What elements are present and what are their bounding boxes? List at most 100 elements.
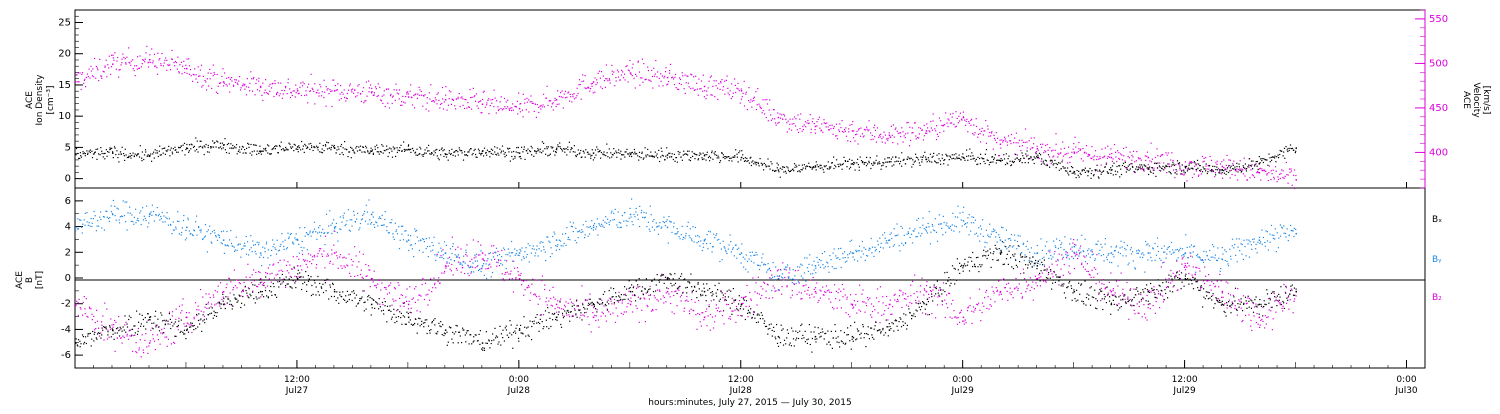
- bz-anchor-point: [1259, 317, 1261, 319]
- velocity-point: [1114, 144, 1115, 145]
- bz-point: [214, 304, 215, 305]
- velocity-point: [1204, 158, 1205, 159]
- ion-density-point: [496, 154, 497, 155]
- ion-density-point: [1127, 169, 1128, 170]
- velocity-point: [1002, 141, 1003, 142]
- bz-point: [389, 285, 390, 286]
- velocity-point: [1179, 166, 1180, 167]
- bz-point: [557, 300, 558, 301]
- bz-point: [241, 291, 242, 292]
- ion-density-point: [310, 143, 311, 144]
- velocity-point: [1080, 150, 1081, 151]
- ion-density-point: [163, 153, 164, 154]
- top-right-label-line1: ACE: [1461, 91, 1471, 109]
- velocity-point: [951, 122, 952, 123]
- bz-point: [1173, 273, 1174, 274]
- bz-point: [670, 303, 671, 304]
- bz-point: [1034, 288, 1035, 289]
- by-point: [107, 217, 108, 218]
- bz-point: [428, 290, 429, 291]
- bz-point: [1053, 276, 1054, 277]
- ion-density-point: [865, 162, 866, 163]
- velocity-point: [690, 88, 691, 89]
- bz-point: [1097, 273, 1098, 274]
- ion-density-point: [807, 166, 808, 167]
- velocity-point: [874, 136, 875, 137]
- ion-density-point: [609, 157, 610, 158]
- velocity-point: [120, 69, 121, 70]
- ion-density-point: [743, 158, 744, 159]
- ion-density-point: [901, 152, 902, 153]
- bz-point: [175, 319, 176, 320]
- bz-point: [282, 271, 283, 272]
- bz-point: [865, 303, 866, 304]
- velocity-point: [289, 88, 290, 89]
- ion-density-point: [113, 157, 114, 158]
- bz-point: [101, 321, 102, 322]
- ion-density-point: [1198, 164, 1199, 165]
- ion-density-point: [1115, 171, 1116, 172]
- by-point: [235, 249, 236, 250]
- ion-density-point: [1232, 168, 1233, 169]
- velocity-point: [554, 100, 555, 101]
- velocity-point: [764, 113, 765, 114]
- bz-point: [171, 343, 172, 344]
- ion-density-point: [1274, 157, 1275, 158]
- velocity-point: [159, 58, 160, 59]
- ion-density-point: [432, 153, 433, 154]
- bz-point: [855, 294, 856, 295]
- ion-density-point: [1106, 164, 1107, 165]
- bz-point: [78, 315, 79, 316]
- velocity-point: [371, 88, 372, 89]
- ion-density-point: [126, 154, 127, 155]
- ion-density-point: [824, 166, 825, 167]
- ion-density-point: [1067, 173, 1068, 174]
- ion-density-point: [1226, 174, 1227, 175]
- bz-point: [574, 308, 575, 309]
- ion-density-point: [263, 148, 264, 149]
- ion-density-point: [107, 151, 108, 152]
- by-point: [251, 247, 252, 248]
- bz-point: [147, 353, 148, 354]
- bz-point: [1122, 293, 1123, 294]
- bz-point: [817, 302, 818, 303]
- bottom-left-label-line2: B: [25, 277, 35, 283]
- ion-density-point: [1061, 161, 1062, 162]
- ion-density-point: [761, 163, 762, 164]
- ion-density-point: [461, 150, 462, 151]
- by-point: [111, 211, 112, 212]
- ion-density-point: [426, 147, 427, 148]
- velocity-point: [923, 139, 924, 140]
- velocity-point: [179, 64, 180, 65]
- ion-density-point: [574, 145, 575, 146]
- velocity-point: [481, 112, 482, 113]
- velocity-point: [442, 98, 443, 99]
- ion-density-point: [1119, 165, 1120, 166]
- ion-density-point: [433, 154, 434, 155]
- ion-density-point: [1246, 170, 1247, 171]
- velocity-point: [510, 108, 511, 109]
- velocity-point: [678, 89, 679, 90]
- velocity-point: [381, 100, 382, 101]
- bz-point: [433, 278, 434, 279]
- ion-density-point: [1034, 163, 1035, 164]
- bz-point: [910, 285, 911, 286]
- velocity-point: [947, 118, 948, 119]
- velocity-point: [1231, 170, 1232, 171]
- bz-point: [701, 325, 702, 326]
- velocity-point: [490, 105, 491, 106]
- bz-point: [219, 306, 220, 307]
- ion-density-point: [358, 147, 359, 148]
- bz-point: [1069, 265, 1070, 266]
- bz-point: [243, 291, 244, 292]
- bz-point: [739, 300, 740, 301]
- bz-point: [1046, 282, 1047, 283]
- ion-density-point: [1088, 170, 1089, 171]
- ion-density-point: [985, 154, 986, 155]
- by-point: [196, 216, 197, 217]
- velocity-point: [1078, 151, 1079, 152]
- ion-density-point: [946, 155, 947, 156]
- ion-density-point: [388, 156, 389, 157]
- ion-density-point: [718, 157, 719, 158]
- ion-density-point: [224, 138, 225, 139]
